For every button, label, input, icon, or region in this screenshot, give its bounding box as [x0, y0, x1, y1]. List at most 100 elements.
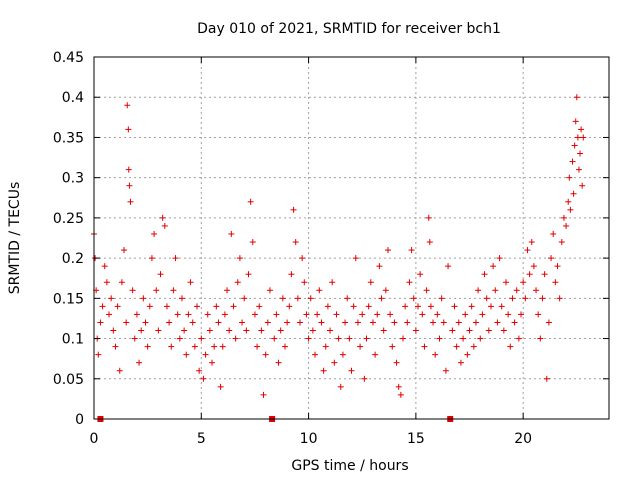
data-point [140, 295, 146, 301]
data-point [188, 279, 194, 285]
data-point [271, 336, 277, 342]
y-tick-label: 0.35 [53, 130, 84, 146]
data-point [155, 328, 161, 334]
data-point [469, 303, 475, 309]
data-point [368, 279, 374, 285]
data-point [151, 231, 157, 237]
data-point [95, 352, 101, 358]
x-tick-label: 5 [197, 431, 206, 447]
data-point [484, 295, 490, 301]
data-point [409, 247, 415, 253]
data-point [552, 279, 558, 285]
data-point [383, 287, 389, 293]
data-point [344, 295, 350, 301]
data-point [110, 328, 116, 334]
data-point [353, 255, 359, 261]
data-point [550, 231, 556, 237]
data-point [112, 344, 118, 350]
data-point [570, 159, 576, 165]
data-point [102, 263, 108, 269]
data-point [218, 384, 224, 390]
data-point [524, 247, 530, 253]
data-point [566, 175, 572, 181]
data-point [475, 287, 481, 293]
data-point [284, 319, 290, 325]
data-point [228, 231, 234, 237]
data-point [149, 255, 155, 261]
data-point [458, 360, 464, 366]
data-point [130, 287, 136, 293]
data-point [436, 336, 442, 342]
data-point [424, 287, 430, 293]
data-point [539, 295, 545, 301]
data-point [263, 352, 269, 358]
data-point [577, 151, 583, 157]
y-tick-label: 0.4 [62, 90, 84, 106]
data-point [503, 279, 509, 285]
data-point [265, 319, 271, 325]
data-point [132, 336, 138, 342]
data-point [381, 328, 387, 334]
data-point [121, 247, 127, 253]
data-point [126, 167, 132, 173]
data-point [106, 311, 112, 317]
data-point [351, 303, 357, 309]
scatter-chart: Day 010 of 2021, SRMTID for receiver bch… [0, 0, 640, 480]
data-point [370, 319, 376, 325]
data-point [514, 287, 520, 293]
data-point [467, 328, 473, 334]
data-point [537, 336, 543, 342]
data-point [522, 295, 528, 301]
y-tick-label: 0.05 [53, 372, 84, 388]
data-point [213, 303, 219, 309]
data-point [134, 311, 140, 317]
data-point [427, 239, 433, 245]
data-point [544, 376, 550, 382]
data-point [349, 368, 355, 374]
data-point [357, 344, 363, 350]
data-point [454, 344, 460, 350]
data-point [490, 263, 496, 269]
data-point [127, 199, 133, 205]
data-point [509, 295, 515, 301]
data-point [516, 336, 522, 342]
x-tick-label: 15 [407, 431, 425, 447]
data-point [258, 328, 264, 334]
data-point [198, 336, 204, 342]
data-point [209, 360, 215, 366]
data-point [527, 271, 533, 277]
data-point [486, 328, 492, 334]
data-point [124, 102, 130, 108]
data-point [295, 295, 301, 301]
data-point [256, 303, 262, 309]
data-point [203, 352, 209, 358]
data-point [222, 311, 228, 317]
plot-frame [94, 57, 609, 419]
data-point [501, 328, 507, 334]
data-point [138, 328, 144, 334]
data-point [226, 328, 232, 334]
data-point [325, 303, 331, 309]
data-point [207, 328, 213, 334]
data-point [316, 287, 322, 293]
data-point [321, 368, 327, 374]
data-point [211, 344, 217, 350]
data-point [477, 336, 483, 342]
data-point [179, 295, 185, 301]
data-point [561, 215, 567, 221]
chart-title: Day 010 of 2021, SRMTID for receiver bch… [197, 21, 501, 37]
data-point [160, 215, 166, 221]
data-point [426, 215, 432, 221]
data-point [404, 319, 410, 325]
data-point [499, 303, 505, 309]
axes: 00.050.10.150.20.250.30.350.40.450 5 10 15 2… [53, 50, 609, 447]
data-point [276, 360, 282, 366]
data-point [488, 303, 494, 309]
data-point [252, 311, 258, 317]
data-point [237, 255, 243, 261]
data-point [119, 279, 125, 285]
y-tick-label: 0.2 [62, 251, 84, 267]
data-point [482, 271, 488, 277]
data-point [557, 295, 563, 301]
data-point [194, 303, 200, 309]
